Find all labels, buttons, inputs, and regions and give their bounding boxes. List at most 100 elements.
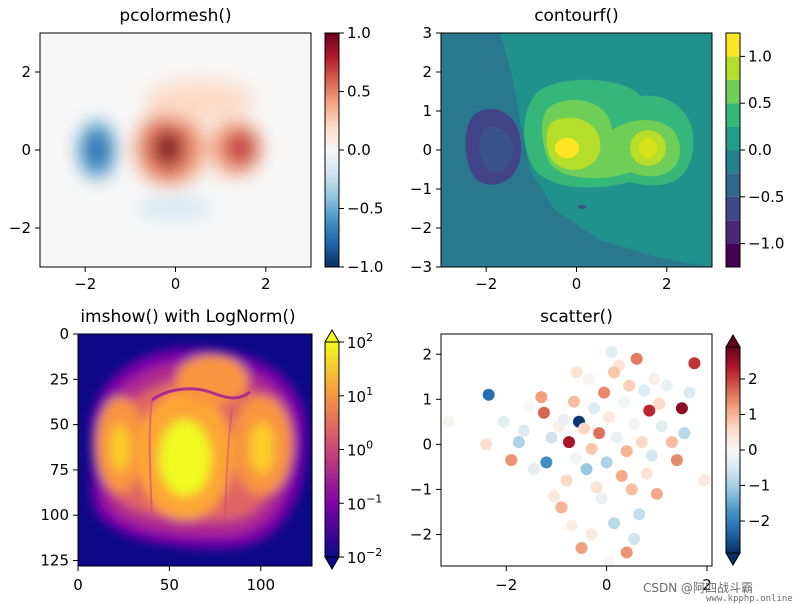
ytick-label: −1 [410, 180, 432, 198]
xtick-label: 0 [602, 576, 612, 594]
scatter-point [568, 395, 580, 408]
scatter-point [522, 400, 535, 413]
colorbar-band [726, 150, 740, 174]
colorbar-tick-label: 0.5 [748, 94, 772, 112]
scatter-point [595, 492, 608, 505]
scatter-point [665, 436, 678, 449]
scatter-point [678, 427, 691, 440]
ytick-label: 2 [422, 63, 432, 81]
colorbar-band [726, 196, 740, 221]
xtick-label: 2 [662, 275, 672, 293]
scatter-point [650, 487, 663, 500]
colorbar-band [726, 56, 740, 80]
scatter-point [610, 431, 623, 444]
scatter-point [603, 411, 616, 424]
scatter-point [623, 379, 636, 392]
xtick-label: −2 [475, 275, 497, 293]
scatter-frame [440, 333, 713, 567]
contourf-title: contourf() [534, 6, 619, 26]
scatter-colorbar-ticks: −2 −1 0 1 2 [740, 370, 770, 530]
scatter-point [608, 517, 621, 530]
imshow-xticks: 0 50 100 [73, 566, 275, 594]
scatter-point [628, 418, 641, 431]
ytick-label: 0 [59, 325, 69, 343]
xtick-label: −2 [495, 576, 517, 594]
scatter-point [633, 508, 646, 521]
colorbar-band [726, 126, 740, 150]
colorbar-tick-label: 102 [347, 331, 373, 352]
ytick-label: 0 [422, 435, 432, 453]
scatter-point [537, 406, 550, 419]
pcolormesh-title: pcolormesh() [119, 6, 231, 26]
scatter-point [570, 451, 583, 464]
colorbar-tick-label: −1.0 [347, 258, 383, 276]
imshow-colorbar: 102 101 100 10−1 10−2 [324, 329, 382, 570]
ytick-label: 50 [50, 416, 69, 434]
scatter-point [497, 415, 510, 428]
colorbar-band [726, 33, 740, 57]
colorbar-band [726, 220, 740, 244]
scatter-point [540, 456, 553, 469]
scatter-point [660, 379, 673, 392]
scatter-point [505, 454, 518, 467]
xtick-label: 50 [160, 576, 179, 594]
colorbar-tick-label: 0.0 [748, 141, 772, 159]
colorbar-band [726, 79, 740, 104]
scatter-point [620, 546, 633, 559]
colorbar-tick-label: 1 [748, 405, 758, 423]
colorbar-band [726, 103, 740, 127]
xtick-label: 0 [171, 275, 181, 293]
scatter-point [480, 438, 493, 451]
scatter-point [575, 542, 588, 554]
scatter-point [648, 373, 661, 385]
pcolormesh-yticks: 2 0 −2 [9, 63, 40, 237]
scatter-point [688, 357, 701, 370]
ytick-label: −3 [410, 258, 432, 276]
contourf-panel: contourf() −2 0 2 [410, 6, 785, 293]
ytick-label: 25 [50, 370, 69, 388]
pcolormesh-panel: pcolormesh() −2 0 2 [9, 6, 384, 293]
scatter-point [608, 366, 621, 379]
scatter-point [593, 427, 606, 440]
pcolormesh-plot-area [40, 33, 311, 267]
scatter-point [535, 391, 548, 404]
imshow-plot-area [78, 334, 312, 566]
contourf-plot-area [441, 33, 712, 267]
colorbar-tick-label: −0.5 [748, 188, 784, 206]
scatter-point [598, 386, 611, 399]
scatter-point [670, 454, 683, 467]
scatter-point [517, 424, 530, 437]
scatter-point [527, 463, 540, 476]
colorbar-tick-label: 0 [748, 441, 758, 459]
contourf-colorbar-bands [726, 33, 740, 267]
scatter-point [635, 436, 648, 449]
scatter-point [698, 474, 711, 487]
colorbar-tick-label: −1.0 [748, 235, 784, 253]
contourf-colorbar: 1.0 0.5 0.0 −0.5 −1.0 [725, 32, 784, 268]
scatter-point [628, 533, 641, 545]
scatter-point [580, 463, 593, 476]
ytick-label: 100 [40, 506, 69, 524]
scatter-point [620, 445, 633, 458]
imshow-panel: imshow() with LogNorm() [40, 307, 382, 594]
scatter-colorbar: −2 −1 0 1 2 [725, 334, 770, 566]
colorbar-tick-label: 1.0 [748, 47, 772, 65]
xtick-label: 2 [261, 275, 271, 293]
scatter-point [590, 481, 603, 494]
xtick-label: −2 [74, 275, 96, 293]
scatter-point [618, 395, 631, 408]
ytick-label: −2 [410, 219, 432, 237]
scatter-point [578, 422, 590, 435]
scatter-panel: scatter() −2 0 2 −2 −1 0 1 2 −2 −1 0 1 2 [410, 307, 770, 594]
ytick-label: 0 [422, 141, 432, 159]
colorbar-tick-label: −0.5 [347, 200, 383, 218]
scatter-point [585, 442, 598, 455]
ytick-label: 125 [40, 552, 69, 570]
colorbar-tick-label: 1.0 [347, 24, 371, 42]
colorbar-tick-label: −1 [748, 477, 770, 495]
ytick-label: 2 [422, 345, 432, 363]
colorbar-band [726, 243, 740, 267]
ytick-label: 2 [21, 63, 31, 81]
scatter-point [640, 467, 653, 480]
scatter-point [643, 404, 656, 417]
